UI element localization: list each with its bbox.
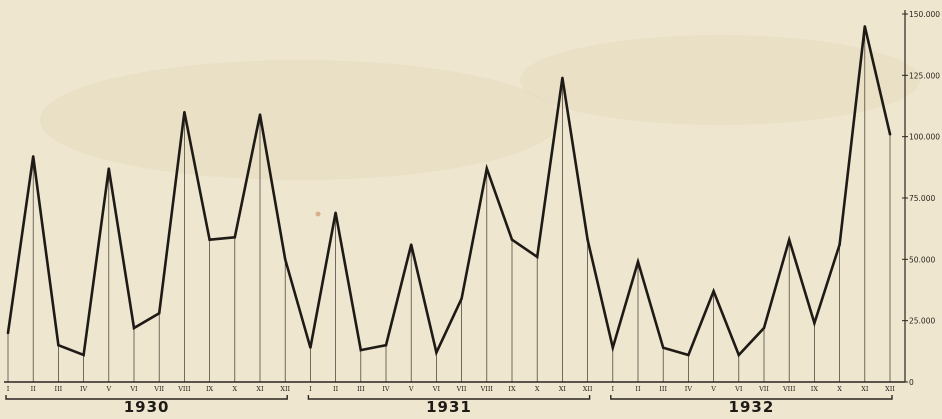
data-point bbox=[208, 238, 211, 241]
month-label: III bbox=[357, 385, 365, 393]
data-point bbox=[82, 353, 85, 357]
y-tick-label: 75.000 bbox=[909, 194, 935, 203]
data-point bbox=[485, 167, 488, 170]
data-point bbox=[662, 346, 665, 349]
month-label: IX bbox=[206, 385, 214, 393]
month-label: VII bbox=[456, 385, 467, 393]
data-point bbox=[57, 344, 60, 347]
month-label: II bbox=[635, 385, 641, 393]
y-tick-label: 100.000 bbox=[909, 133, 940, 142]
paper-stain bbox=[40, 60, 560, 180]
data-point bbox=[158, 312, 161, 315]
data-point bbox=[284, 258, 287, 261]
paper-stain bbox=[520, 35, 920, 125]
data-point bbox=[183, 110, 186, 114]
year-labels: 1930 1931 1932 bbox=[5, 395, 893, 416]
data-point bbox=[132, 326, 136, 330]
data-point bbox=[762, 326, 766, 330]
month-label: IV bbox=[80, 385, 88, 393]
month-label: XI bbox=[861, 385, 869, 393]
data-point bbox=[6, 331, 10, 335]
data-point bbox=[863, 25, 866, 28]
data-point bbox=[561, 76, 564, 79]
data-point bbox=[32, 155, 35, 158]
data-point bbox=[410, 243, 413, 246]
month-label: V bbox=[408, 385, 414, 393]
data-point bbox=[309, 346, 312, 349]
month-label: I bbox=[612, 385, 615, 393]
y-tick-label: 125.000 bbox=[909, 71, 940, 80]
data-point bbox=[384, 344, 388, 347]
year-label: 1930 bbox=[124, 398, 170, 416]
y-tick-label: 0 bbox=[909, 378, 914, 387]
month-label: III bbox=[659, 385, 667, 393]
axes bbox=[4, 10, 908, 383]
x-tick-labels: I II III IV V VI VII VIII IX X XI XII I II III IV V VI VII… bbox=[7, 385, 896, 393]
y-tick-label: 25.000 bbox=[909, 317, 935, 326]
month-label: IX bbox=[508, 385, 516, 393]
month-label: II bbox=[333, 385, 339, 393]
data-point bbox=[888, 133, 892, 136]
month-label: I bbox=[7, 385, 10, 393]
month-label: I bbox=[309, 385, 312, 393]
data-point bbox=[737, 353, 740, 357]
year-label: 1931 bbox=[426, 398, 472, 416]
month-label: X bbox=[535, 385, 540, 393]
year-bracket bbox=[610, 395, 893, 400]
data-point bbox=[460, 297, 463, 300]
month-label: IV bbox=[382, 385, 390, 393]
month-label: XII bbox=[583, 385, 593, 393]
data-point bbox=[636, 260, 640, 263]
month-label: VIII bbox=[782, 385, 796, 393]
month-label: IV bbox=[685, 385, 693, 393]
month-label: X bbox=[232, 385, 237, 393]
data-point bbox=[813, 321, 816, 325]
month-label: XII bbox=[280, 385, 290, 393]
data-point bbox=[536, 255, 539, 259]
month-label: X bbox=[837, 385, 842, 393]
y-tick-labels: 0 25.000 50.000 75.000 100.000 125.000 150.000 bbox=[909, 10, 940, 387]
month-label: VIII bbox=[480, 385, 494, 393]
month-label: VII bbox=[758, 385, 769, 393]
data-point bbox=[510, 238, 514, 241]
year-label: 1932 bbox=[729, 398, 775, 416]
data-point bbox=[435, 351, 438, 354]
series-line-path bbox=[6, 26, 892, 358]
y-tick-label: 50.000 bbox=[909, 255, 935, 264]
month-label: IX bbox=[811, 385, 819, 393]
y-tick-label: 150.000 bbox=[909, 10, 940, 19]
series-line bbox=[6, 25, 892, 358]
data-point bbox=[258, 113, 262, 116]
month-label: XI bbox=[559, 385, 567, 393]
data-point bbox=[233, 236, 236, 239]
month-label: III bbox=[55, 385, 63, 393]
month-label: V bbox=[105, 385, 111, 393]
data-point bbox=[586, 238, 589, 241]
data-point bbox=[687, 353, 690, 357]
data-point bbox=[788, 238, 791, 241]
data-point bbox=[359, 348, 362, 352]
year-bracket bbox=[307, 395, 591, 400]
data-point bbox=[107, 167, 111, 170]
month-label: VII bbox=[153, 385, 164, 393]
month-label: V bbox=[710, 385, 716, 393]
month-label: VI bbox=[734, 385, 743, 393]
paper-spot bbox=[315, 211, 321, 217]
month-label: II bbox=[31, 385, 37, 393]
month-label: XI bbox=[256, 385, 264, 393]
data-point bbox=[334, 211, 337, 214]
month-label: VI bbox=[432, 385, 441, 393]
month-label: VI bbox=[129, 385, 138, 393]
year-bracket bbox=[5, 395, 288, 400]
data-point bbox=[611, 346, 614, 349]
month-gridlines bbox=[7, 26, 891, 382]
month-label: VIII bbox=[177, 385, 191, 393]
month-label: XII bbox=[885, 385, 895, 393]
data-point bbox=[712, 290, 715, 293]
data-point bbox=[838, 243, 841, 246]
